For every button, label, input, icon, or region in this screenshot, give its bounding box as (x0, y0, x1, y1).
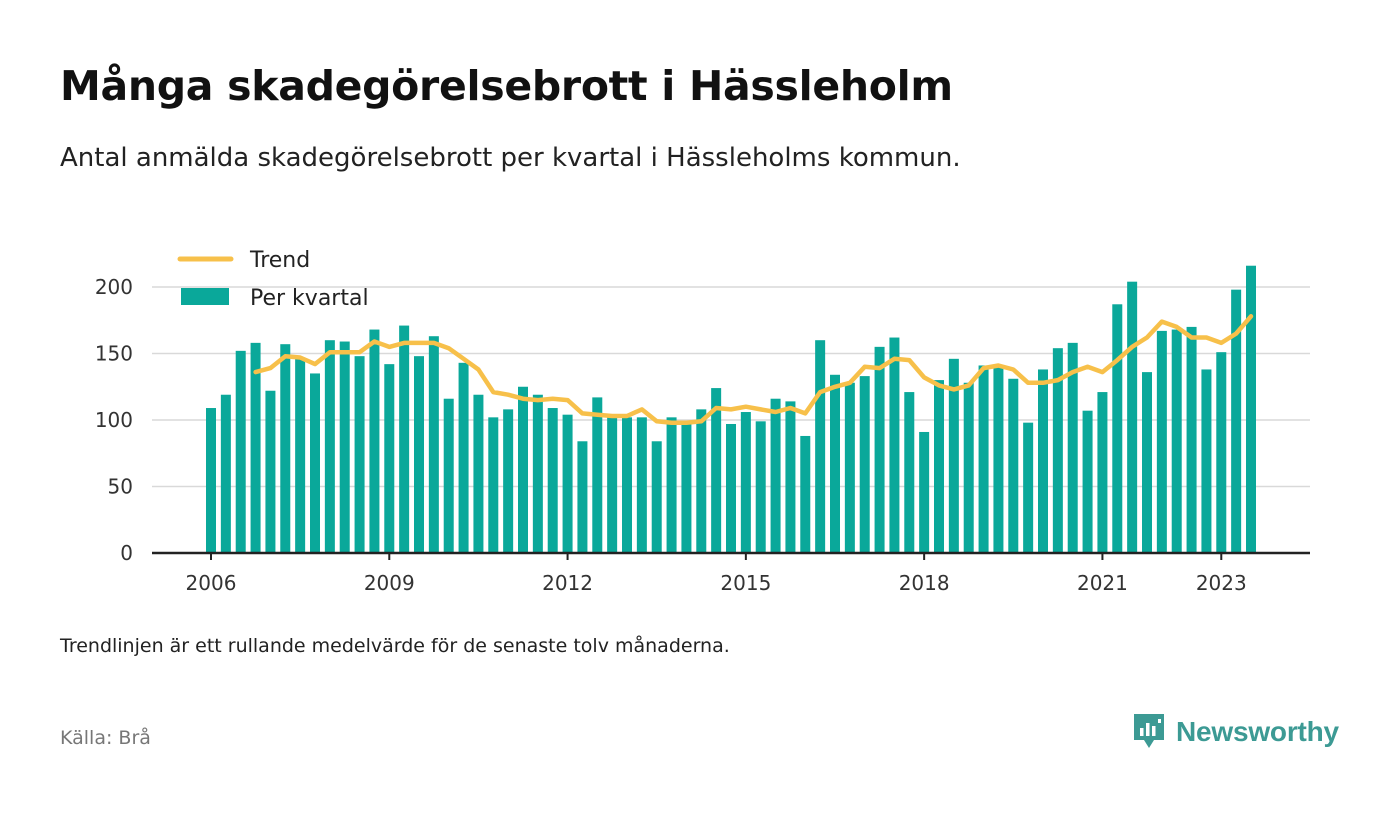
bar (503, 409, 514, 553)
footnote: Trendlinjen är ett rullande medelvärde f… (60, 635, 730, 657)
bar (785, 401, 796, 553)
chart-subtitle: Antal anmälda skadegörelsebrott per kvar… (60, 143, 961, 173)
y-tick-label: 50 (108, 475, 133, 499)
bar (547, 408, 558, 553)
bar (904, 392, 915, 553)
bar (592, 397, 603, 553)
bar (1171, 329, 1182, 553)
legend-swatch-bars (181, 288, 229, 305)
bar (1082, 410, 1093, 553)
bar (666, 417, 677, 553)
bar (399, 325, 410, 553)
bar (458, 362, 469, 553)
bar (488, 417, 499, 553)
y-tick-label: 150 (95, 342, 133, 366)
bar (696, 409, 707, 553)
bar (978, 365, 989, 553)
legend: Trend Per kvartal (177, 248, 369, 311)
bar (369, 329, 380, 553)
bar (1038, 369, 1048, 553)
bar (310, 373, 320, 553)
bar (681, 422, 692, 553)
legend-label-bars: Per kvartal (250, 286, 369, 311)
bar (948, 358, 959, 553)
trend-line-group (253, 314, 1254, 425)
bar (651, 441, 662, 553)
y-tick-label: 100 (95, 408, 133, 432)
bar (1156, 330, 1167, 553)
bar (1023, 422, 1034, 553)
bar (1216, 352, 1227, 553)
bar (1112, 304, 1123, 553)
bar (1097, 392, 1108, 553)
bar (1186, 326, 1197, 553)
bar (265, 390, 276, 553)
bar (800, 435, 811, 553)
bar (295, 357, 306, 553)
x-tick-label: 2012 (542, 571, 593, 595)
brand-logo: Newsworthy (1132, 712, 1339, 752)
chart-title: Många skadegörelsebrott i Hässleholm (60, 62, 953, 110)
bar (830, 374, 840, 553)
bar (443, 398, 454, 553)
legend-label-trend: Trend (249, 248, 310, 273)
bar (1067, 342, 1078, 553)
bar (354, 356, 365, 553)
bar (250, 342, 261, 553)
bar (577, 441, 588, 553)
trend-line (253, 314, 1254, 425)
bar (384, 364, 395, 553)
y-tick-label: 0 (120, 541, 133, 565)
axes: 0 50 100 150 200 2006 2009 2012 2015 2018 2021 2023 (95, 275, 1310, 595)
y-tick-label: 200 (95, 275, 133, 299)
bar (859, 376, 870, 553)
bar (1052, 348, 1063, 553)
bar (740, 412, 751, 553)
bar (755, 421, 766, 553)
x-tick-label: 2021 (1077, 571, 1128, 595)
bar (993, 366, 1004, 553)
bar (770, 398, 781, 553)
bar (607, 416, 618, 553)
source-label: Källa: Brå (60, 727, 151, 749)
x-tick-label: 2009 (364, 571, 415, 595)
bar (1142, 372, 1152, 553)
bar (562, 414, 573, 553)
x-tick-label: 2006 (186, 571, 237, 595)
bar (414, 356, 424, 553)
brand-name: Newsworthy (1176, 716, 1339, 747)
bar (1201, 369, 1212, 553)
bar (934, 380, 944, 553)
bar (963, 382, 974, 553)
bar (874, 346, 885, 553)
bar (324, 340, 335, 553)
bar (1127, 281, 1138, 553)
bar (844, 382, 855, 553)
bar (815, 340, 826, 553)
bar (339, 341, 350, 553)
bar (206, 408, 216, 553)
bar (280, 344, 291, 553)
bar (428, 336, 439, 553)
bar (532, 394, 543, 553)
x-tick-label: 2018 (899, 571, 950, 595)
bars-per-kvartal (206, 265, 1256, 553)
bar (220, 394, 231, 553)
bar (889, 337, 900, 553)
bar (1008, 378, 1019, 553)
bar (636, 417, 647, 553)
bar (518, 386, 528, 553)
newsworthy-logo-icon (1134, 714, 1164, 748)
bar (235, 350, 246, 553)
x-tick-label: 2015 (720, 571, 771, 595)
bar (622, 417, 632, 553)
bar (919, 431, 930, 553)
bar (1231, 289, 1242, 553)
bar (726, 423, 736, 553)
bar (711, 388, 722, 553)
x-tick-label: 2023 (1196, 571, 1247, 595)
bar (473, 394, 484, 553)
bar (1246, 265, 1256, 553)
